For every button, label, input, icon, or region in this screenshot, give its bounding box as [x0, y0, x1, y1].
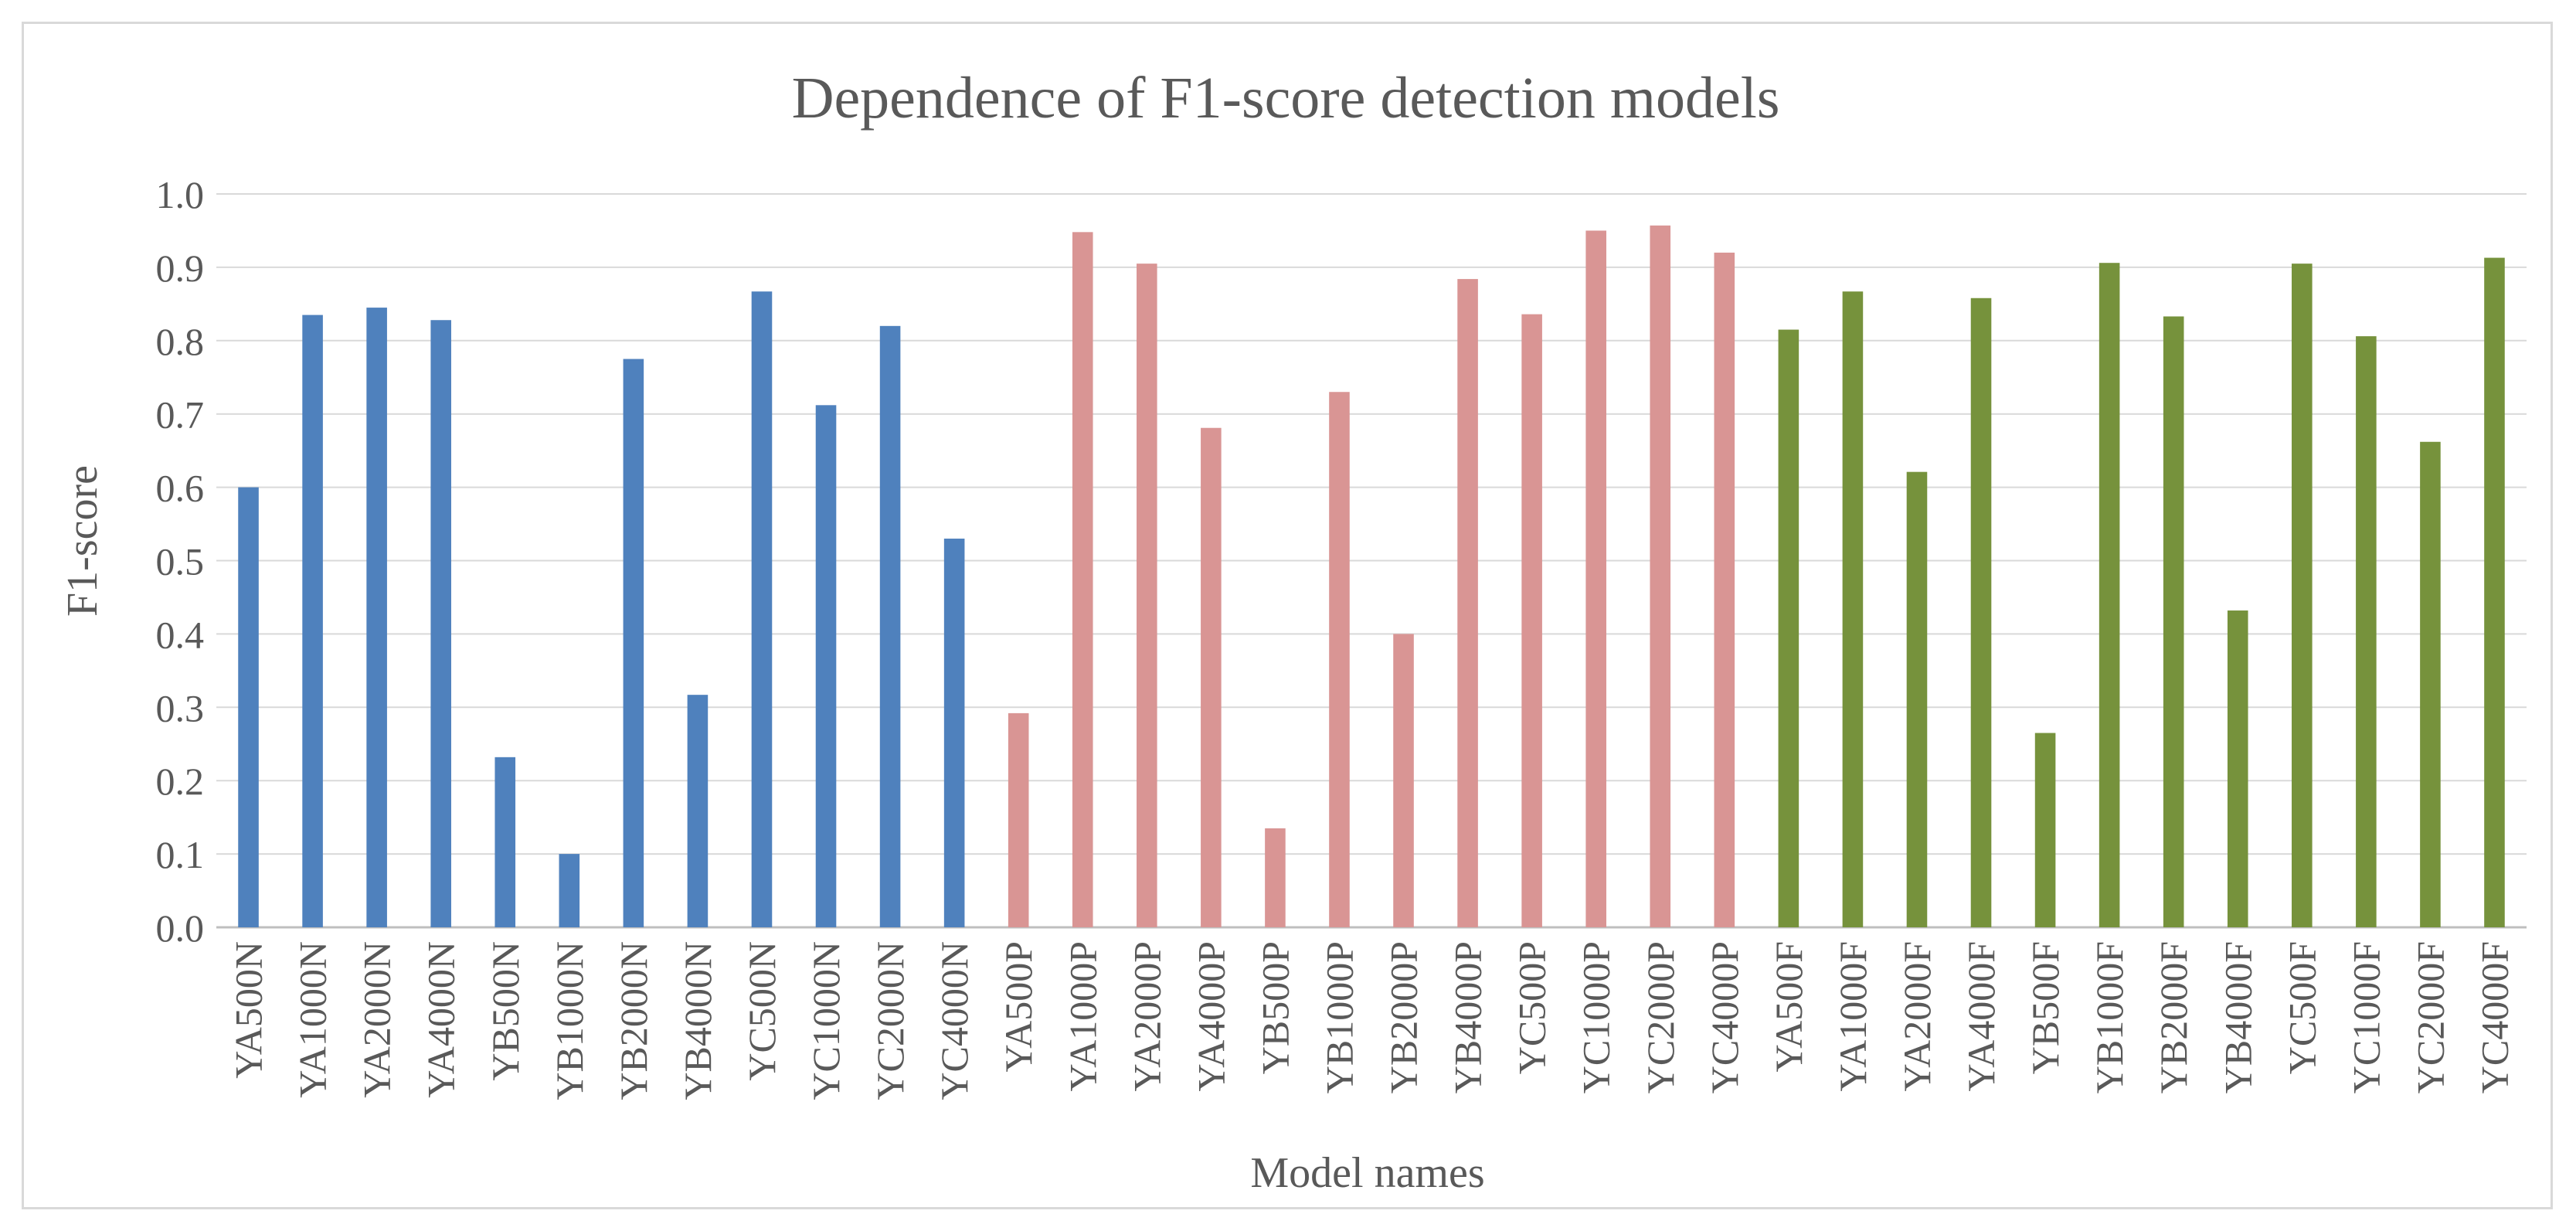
y-tick-label: 0.0	[156, 906, 205, 950]
x-tick-label: YA2000P	[1125, 941, 1168, 1091]
x-tick-label: YC1000F	[2344, 941, 2387, 1093]
bar-YC500N	[751, 291, 773, 927]
chart-title: Dependence of F1-score detection models	[792, 66, 1780, 131]
x-tick-label: YC2000N	[868, 941, 912, 1100]
y-tick-label: 0.8	[156, 320, 205, 363]
x-tick-label: YA2000F	[1895, 941, 1939, 1091]
y-tick-label: 0.4	[156, 613, 205, 656]
x-tick-label: YA1000P	[1061, 941, 1104, 1091]
bar-YB2000N	[623, 359, 644, 927]
bar-YC1000F	[2356, 336, 2377, 928]
bar-YA2000P	[1137, 264, 1157, 927]
bar-YA500F	[1778, 329, 1799, 927]
x-axis-label: Model names	[1250, 1149, 1484, 1197]
bar-YB4000P	[1457, 279, 1478, 928]
x-tick-label: YC500F	[2280, 941, 2323, 1074]
x-tick-label: YC1000N	[804, 941, 848, 1100]
x-tick-label: YA500P	[997, 941, 1040, 1072]
bar-YB500P	[1265, 828, 1286, 927]
y-tick-label: 0.7	[156, 393, 205, 437]
x-tick-label: YA1000F	[1831, 941, 1874, 1091]
bar-YB2000F	[2163, 316, 2184, 927]
x-tick-label: YB2000F	[2152, 941, 2195, 1093]
x-tick-label: YB1000F	[2088, 941, 2131, 1093]
x-tick-label: YA500N	[227, 941, 270, 1079]
x-tick-label: YA500F	[1767, 941, 1810, 1072]
x-tick-label: YC500N	[740, 941, 783, 1081]
y-tick-label: 0.3	[156, 686, 205, 729]
bar-YA2000N	[366, 308, 387, 928]
bar-YA4000N	[430, 320, 451, 927]
bar-YC1000P	[1585, 230, 1606, 927]
bar-YB1000F	[2099, 263, 2120, 927]
bars	[238, 225, 2505, 928]
x-tick-label: YA4000N	[420, 941, 463, 1098]
bar-YC2000F	[2420, 441, 2441, 927]
bar-YB4000N	[687, 695, 709, 927]
x-tick-label: YC4000P	[1703, 941, 1746, 1093]
x-tick-label: YC2000F	[2408, 941, 2452, 1093]
x-tick-label: YB4000F	[2216, 941, 2259, 1093]
x-tick-label: YA4000F	[1959, 941, 2003, 1091]
y-tick-label: 0.9	[156, 247, 205, 290]
x-tick-label: YA4000P	[1189, 941, 1232, 1091]
bar-YC500P	[1521, 314, 1542, 927]
bar-YA500P	[1008, 712, 1029, 927]
bar-YC2000N	[879, 325, 901, 927]
bar-YA1000F	[1842, 291, 1864, 927]
x-tick-label: YB500P	[1253, 941, 1296, 1074]
y-tick-labels: 0.0 0.1 0.2 0.3 0.4 0.5 0.6 0.7 0.8 0.9 1.0	[156, 173, 205, 950]
x-tick-labels: YA500N YA1000N YA2000N YA4000N YB500N YB1000N…	[227, 941, 2517, 1100]
x-tick-label: YB1000N	[548, 941, 591, 1100]
bar-YA2000F	[1906, 471, 1928, 927]
bar-YB4000F	[2227, 610, 2248, 927]
x-tick-label: YC1000P	[1575, 941, 1618, 1093]
x-tick-label: YB500N	[484, 941, 527, 1081]
x-tick-label: YC4000F	[2472, 941, 2516, 1093]
bar-YB500F	[2034, 733, 2056, 927]
x-tick-label: YB4000P	[1446, 941, 1490, 1093]
bar-YB1000P	[1329, 392, 1350, 928]
y-tick-label: 0.6	[156, 467, 205, 510]
bar-YC4000P	[1714, 252, 1735, 927]
bar-YC4000N	[943, 539, 965, 927]
bar-YC4000F	[2484, 257, 2505, 927]
x-tick-label: YB2000P	[1382, 941, 1426, 1093]
x-tick-label: YB500F	[2024, 941, 2067, 1074]
y-tick-label: 0.2	[156, 760, 205, 803]
x-tick-label: YB1000P	[1317, 941, 1361, 1093]
y-tick-label: 0.5	[156, 540, 205, 583]
x-tick-label: YC2000P	[1639, 941, 1682, 1093]
gridlines	[216, 193, 2527, 929]
y-tick-label: 1.0	[156, 173, 205, 216]
bar-YA500N	[238, 487, 259, 927]
x-tick-label: YA2000N	[355, 941, 399, 1098]
x-tick-label: YB2000N	[612, 941, 655, 1100]
bar-YA4000F	[1970, 298, 1992, 927]
bar-YC500F	[2292, 264, 2313, 927]
bar-YB2000P	[1393, 634, 1414, 927]
bar-YC1000N	[815, 405, 837, 927]
x-tick-label: YC500P	[1511, 941, 1554, 1074]
bar-YB1000N	[559, 854, 580, 927]
bar-YA4000P	[1201, 427, 1222, 927]
bar-YC2000P	[1650, 225, 1671, 927]
bar-YA1000P	[1072, 232, 1093, 927]
x-tick-label: YB4000N	[676, 941, 719, 1100]
bar-YB500N	[494, 757, 516, 927]
x-tick-label: YA1000N	[291, 941, 335, 1098]
y-axis-label: F1-score	[59, 465, 107, 617]
y-tick-label: 0.1	[156, 833, 205, 876]
chart-frame	[22, 22, 2553, 1209]
bar-YA1000N	[302, 315, 323, 928]
x-tick-label: YC4000N	[933, 941, 976, 1100]
